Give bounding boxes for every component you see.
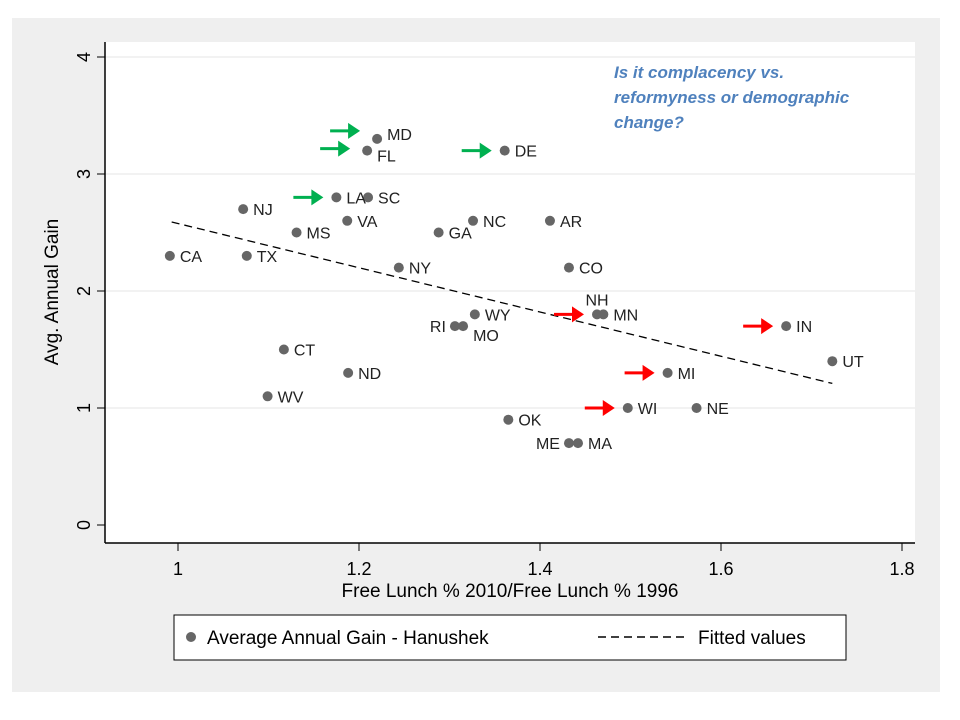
y-tick-label: 0 — [74, 520, 94, 530]
point-CT — [278, 344, 289, 355]
point-label-NJ: NJ — [253, 202, 273, 219]
point-WI — [622, 403, 633, 413]
point-MA — [573, 438, 584, 449]
point-label-WI: WI — [638, 401, 658, 418]
point-label-DE: DE — [515, 144, 537, 161]
point-CA — [164, 250, 175, 261]
point-MN — [598, 309, 609, 320]
point-MD — [372, 133, 383, 144]
point-IN — [781, 321, 792, 332]
point-MI — [662, 367, 673, 378]
y-tick-label: 4 — [74, 52, 94, 62]
point-label-CO: CO — [579, 261, 603, 278]
point-NC — [468, 215, 479, 226]
point-MO — [458, 321, 469, 332]
point-label-CT: CT — [294, 343, 316, 360]
point-GA — [433, 227, 444, 238]
annotation-text: Is it complacency vs. reformyness or dem… — [614, 63, 850, 132]
point-DE — [499, 145, 510, 156]
x-tick-label: 1.8 — [889, 559, 914, 579]
point-WV — [262, 391, 273, 402]
point-label-SC: SC — [378, 190, 400, 207]
point-label-AR: AR — [560, 214, 582, 231]
arrow-NH — [554, 306, 585, 323]
point-label-RI: RI — [430, 319, 446, 336]
point-label-WY: WY — [485, 307, 511, 324]
arrow-MI — [624, 364, 655, 381]
point-label-GA: GA — [449, 226, 472, 243]
point-RI — [449, 321, 460, 332]
x-tick-label: 1 — [173, 559, 183, 579]
arrow-WI — [584, 400, 615, 416]
point-label-IN: IN — [796, 319, 812, 336]
point-TX — [241, 250, 252, 261]
x-tick-label: 1.2 — [346, 559, 371, 579]
point-label-TX: TX — [257, 249, 278, 266]
point-label-MS: MS — [307, 226, 331, 243]
x-tick-label: 1.4 — [527, 559, 552, 579]
legend: Average Annual Gain - Hanushek Fitted va… — [173, 614, 847, 661]
point-label-NE: NE — [707, 401, 729, 418]
point-CO — [563, 262, 574, 273]
arrow-FL — [320, 140, 351, 157]
point-ME — [563, 438, 574, 449]
point-label-OK: OK — [518, 413, 541, 430]
point-AR — [544, 215, 555, 226]
point-SC — [363, 192, 374, 203]
legend-box — [173, 614, 847, 661]
point-label-MA: MA — [588, 436, 612, 453]
y-axis-label: Avg. Annual Gain — [42, 219, 63, 365]
legend-marker-scatter — [186, 632, 196, 642]
point-NY — [393, 262, 404, 273]
point-label-MN: MN — [613, 307, 638, 324]
x-axis-label: Free Lunch % 2010/Free Lunch % 1996 — [342, 581, 679, 602]
point-label-LA: LA — [346, 190, 366, 207]
point-label-VA: VA — [357, 214, 377, 231]
point-label-NH: NH — [585, 292, 608, 309]
point-label-MD: MD — [387, 127, 412, 144]
point-label-FL: FL — [377, 149, 396, 166]
point-NJ — [238, 204, 249, 215]
point-label-MI: MI — [678, 366, 696, 383]
point-label-WV: WV — [278, 389, 304, 406]
x-tick-label: 1.6 — [708, 559, 733, 579]
point-label-NY: NY — [409, 261, 432, 278]
point-label-NC: NC — [483, 214, 506, 231]
y-tick-label: 2 — [74, 286, 94, 296]
fitted-line — [171, 221, 833, 385]
point-VA — [342, 215, 353, 226]
point-MS — [291, 227, 302, 238]
point-label-ND: ND — [358, 366, 381, 383]
point-label-ME: ME — [536, 436, 560, 453]
arrow-DE — [461, 142, 492, 159]
arrow-IN — [743, 318, 774, 335]
point-WY — [469, 309, 480, 320]
legend-label-fitted: Fitted values — [698, 628, 806, 649]
point-UT — [827, 356, 838, 367]
point-label-CA: CA — [180, 249, 203, 266]
arrow-MD — [330, 122, 361, 139]
point-LA — [331, 192, 342, 203]
y-tick-label: 1 — [74, 403, 94, 413]
point-FL — [362, 145, 373, 156]
point-label-UT: UT — [842, 354, 864, 371]
y-tick-label: 3 — [74, 169, 94, 179]
point-OK — [503, 414, 514, 425]
point-label-MO: MO — [473, 328, 499, 345]
arrow-LA — [293, 189, 324, 206]
legend-label-scatter: Average Annual Gain - Hanushek — [207, 628, 489, 649]
point-NE — [691, 403, 702, 413]
point-ND — [343, 367, 354, 378]
plot-area — [105, 42, 915, 543]
